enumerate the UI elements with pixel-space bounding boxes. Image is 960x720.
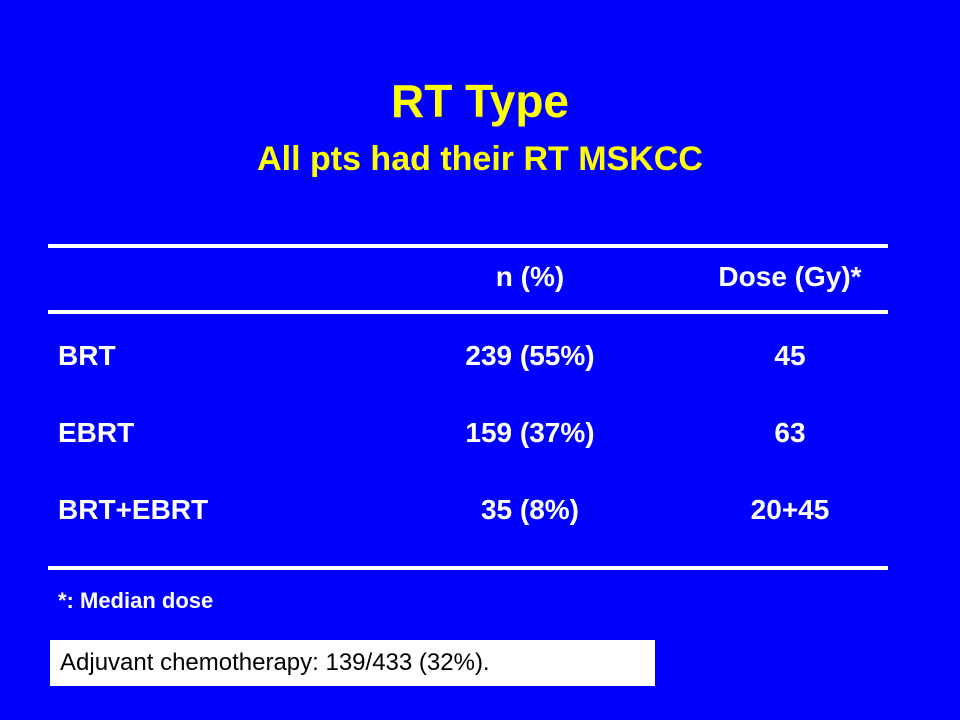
table-cell: BRT+EBRT xyxy=(58,494,209,525)
table-cell: n (%) xyxy=(495,261,565,292)
rule xyxy=(48,310,888,314)
table-cell: 63 xyxy=(774,417,806,448)
table-cell: BRT xyxy=(58,340,116,371)
title: RT Type xyxy=(390,75,570,127)
table-cell: 35 (8%) xyxy=(480,494,580,525)
footnote: *: Median dose xyxy=(58,588,214,613)
rule xyxy=(48,566,888,570)
rule xyxy=(48,244,888,248)
table-cell: 159 (37%) xyxy=(465,417,595,448)
table-cell: Dose (Gy)* xyxy=(718,261,862,292)
table-cell: 20+45 xyxy=(750,494,830,525)
footer-box: Adjuvant chemotherapy: 139/433 (32%). xyxy=(50,640,655,686)
table-cell: 45 xyxy=(774,340,806,371)
table-cell: EBRT xyxy=(58,417,135,448)
table-cell: 239 (55%) xyxy=(465,340,595,371)
subtitle: All pts had their RT MSKCC xyxy=(257,140,703,178)
